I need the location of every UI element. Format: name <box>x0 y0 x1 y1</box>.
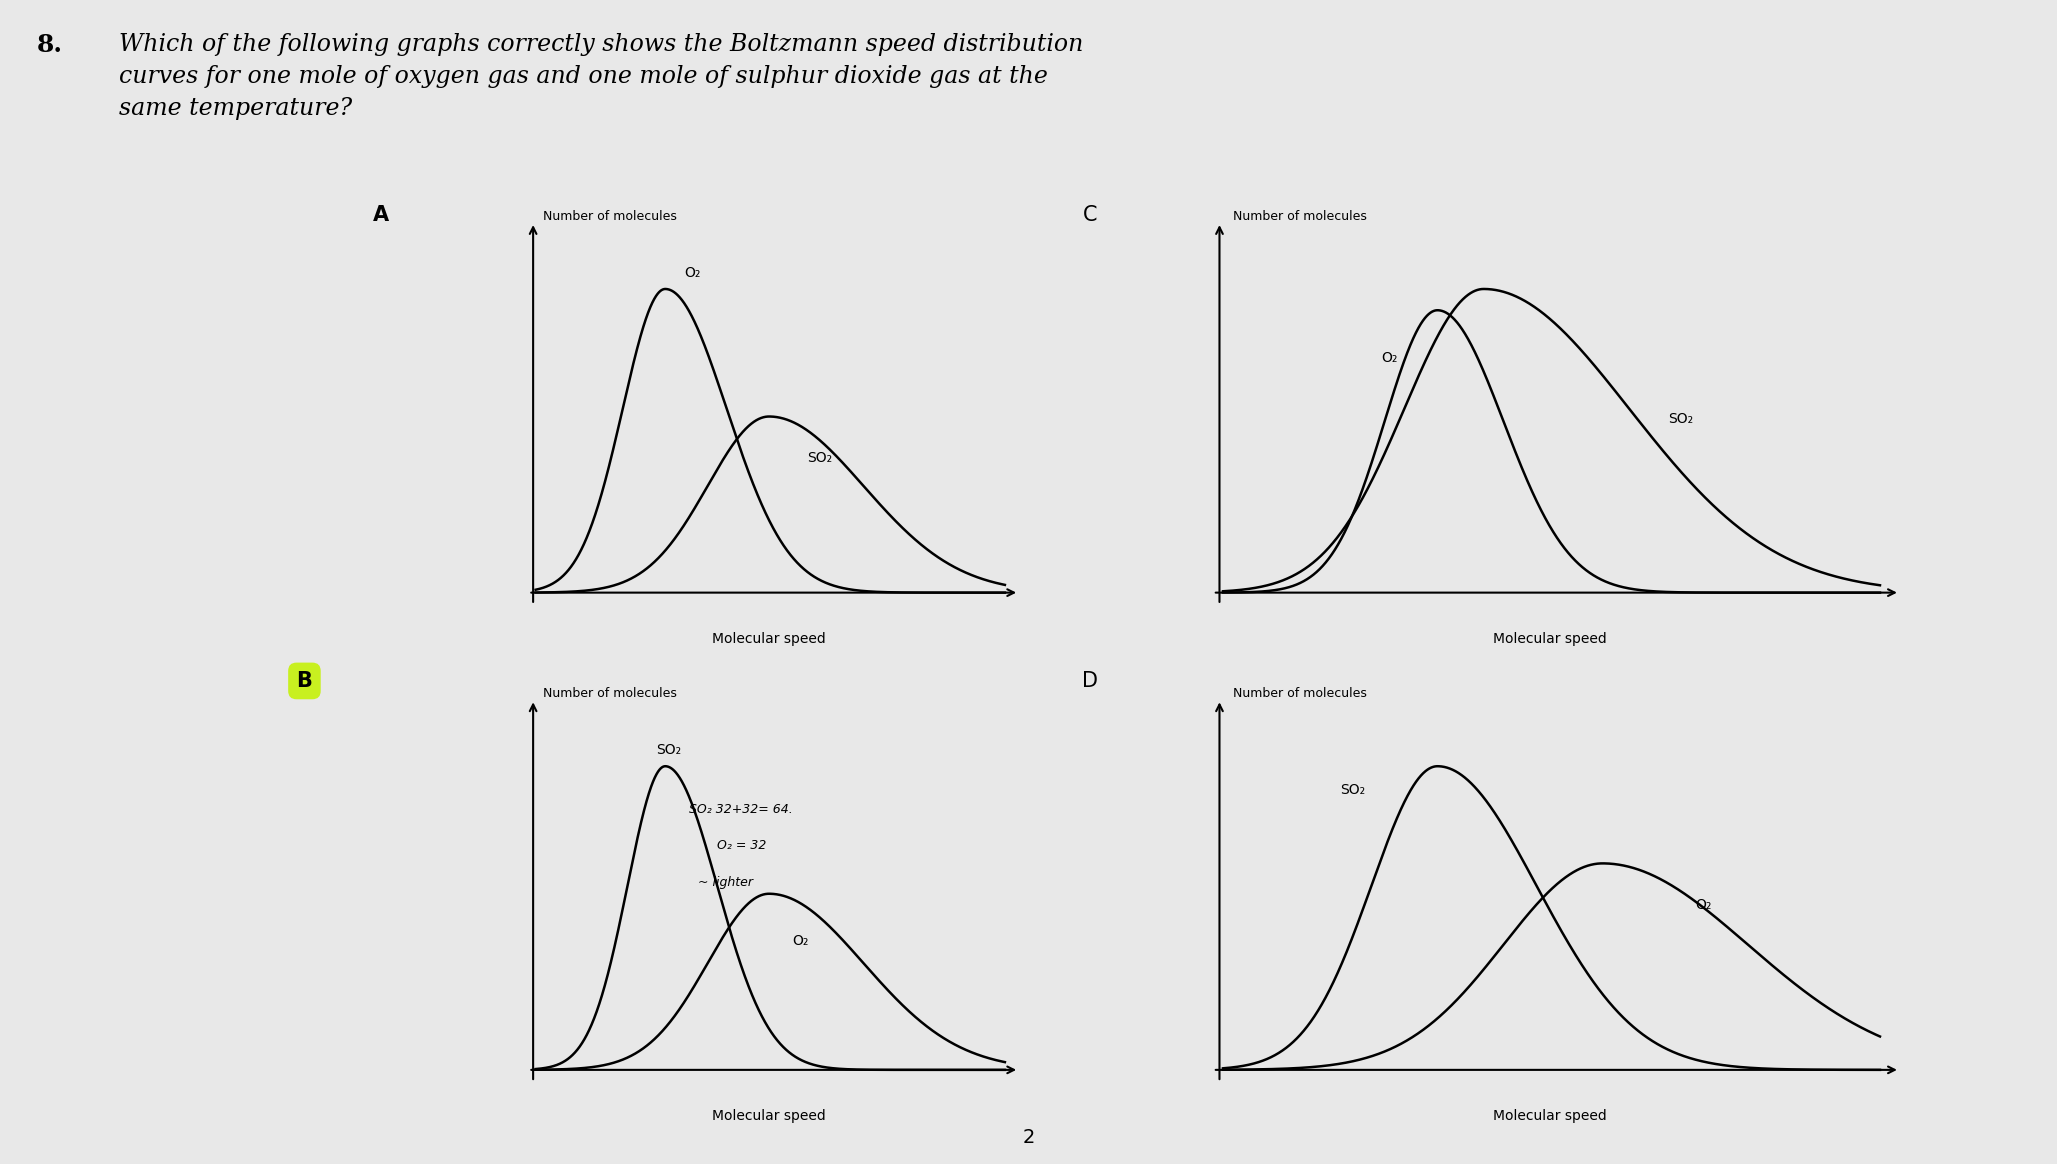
Text: SO₂: SO₂ <box>1339 782 1364 796</box>
Text: Molecular speed: Molecular speed <box>1493 1109 1607 1123</box>
Text: C: C <box>1082 205 1098 226</box>
Text: Number of molecules: Number of molecules <box>543 687 677 701</box>
Text: Number of molecules: Number of molecules <box>1232 687 1366 701</box>
Text: SO₂: SO₂ <box>806 452 831 466</box>
Text: Molecular speed: Molecular speed <box>1493 632 1607 646</box>
Text: B: B <box>296 670 313 691</box>
Text: D: D <box>1082 670 1098 691</box>
Text: 8.: 8. <box>37 33 64 57</box>
Text: 2: 2 <box>1022 1128 1035 1147</box>
Text: Molecular speed: Molecular speed <box>712 632 827 646</box>
Text: O₂: O₂ <box>1695 897 1711 911</box>
Text: SO₂ 32+32= 64.: SO₂ 32+32= 64. <box>689 803 792 816</box>
Text: Number of molecules: Number of molecules <box>1232 210 1366 223</box>
Text: ~ lighter: ~ lighter <box>697 875 753 888</box>
Text: O₂ = 32: O₂ = 32 <box>718 839 767 852</box>
Text: Which of the following graphs correctly shows the Boltzmann speed distribution
c: Which of the following graphs correctly … <box>119 33 1084 120</box>
Text: O₂: O₂ <box>1382 350 1399 364</box>
Text: Molecular speed: Molecular speed <box>712 1109 827 1123</box>
Text: O₂: O₂ <box>792 935 808 949</box>
Text: A: A <box>372 205 389 226</box>
Text: SO₂: SO₂ <box>656 743 681 757</box>
Text: Number of molecules: Number of molecules <box>543 210 677 223</box>
Text: O₂: O₂ <box>685 265 701 279</box>
Text: SO₂: SO₂ <box>1668 412 1693 426</box>
